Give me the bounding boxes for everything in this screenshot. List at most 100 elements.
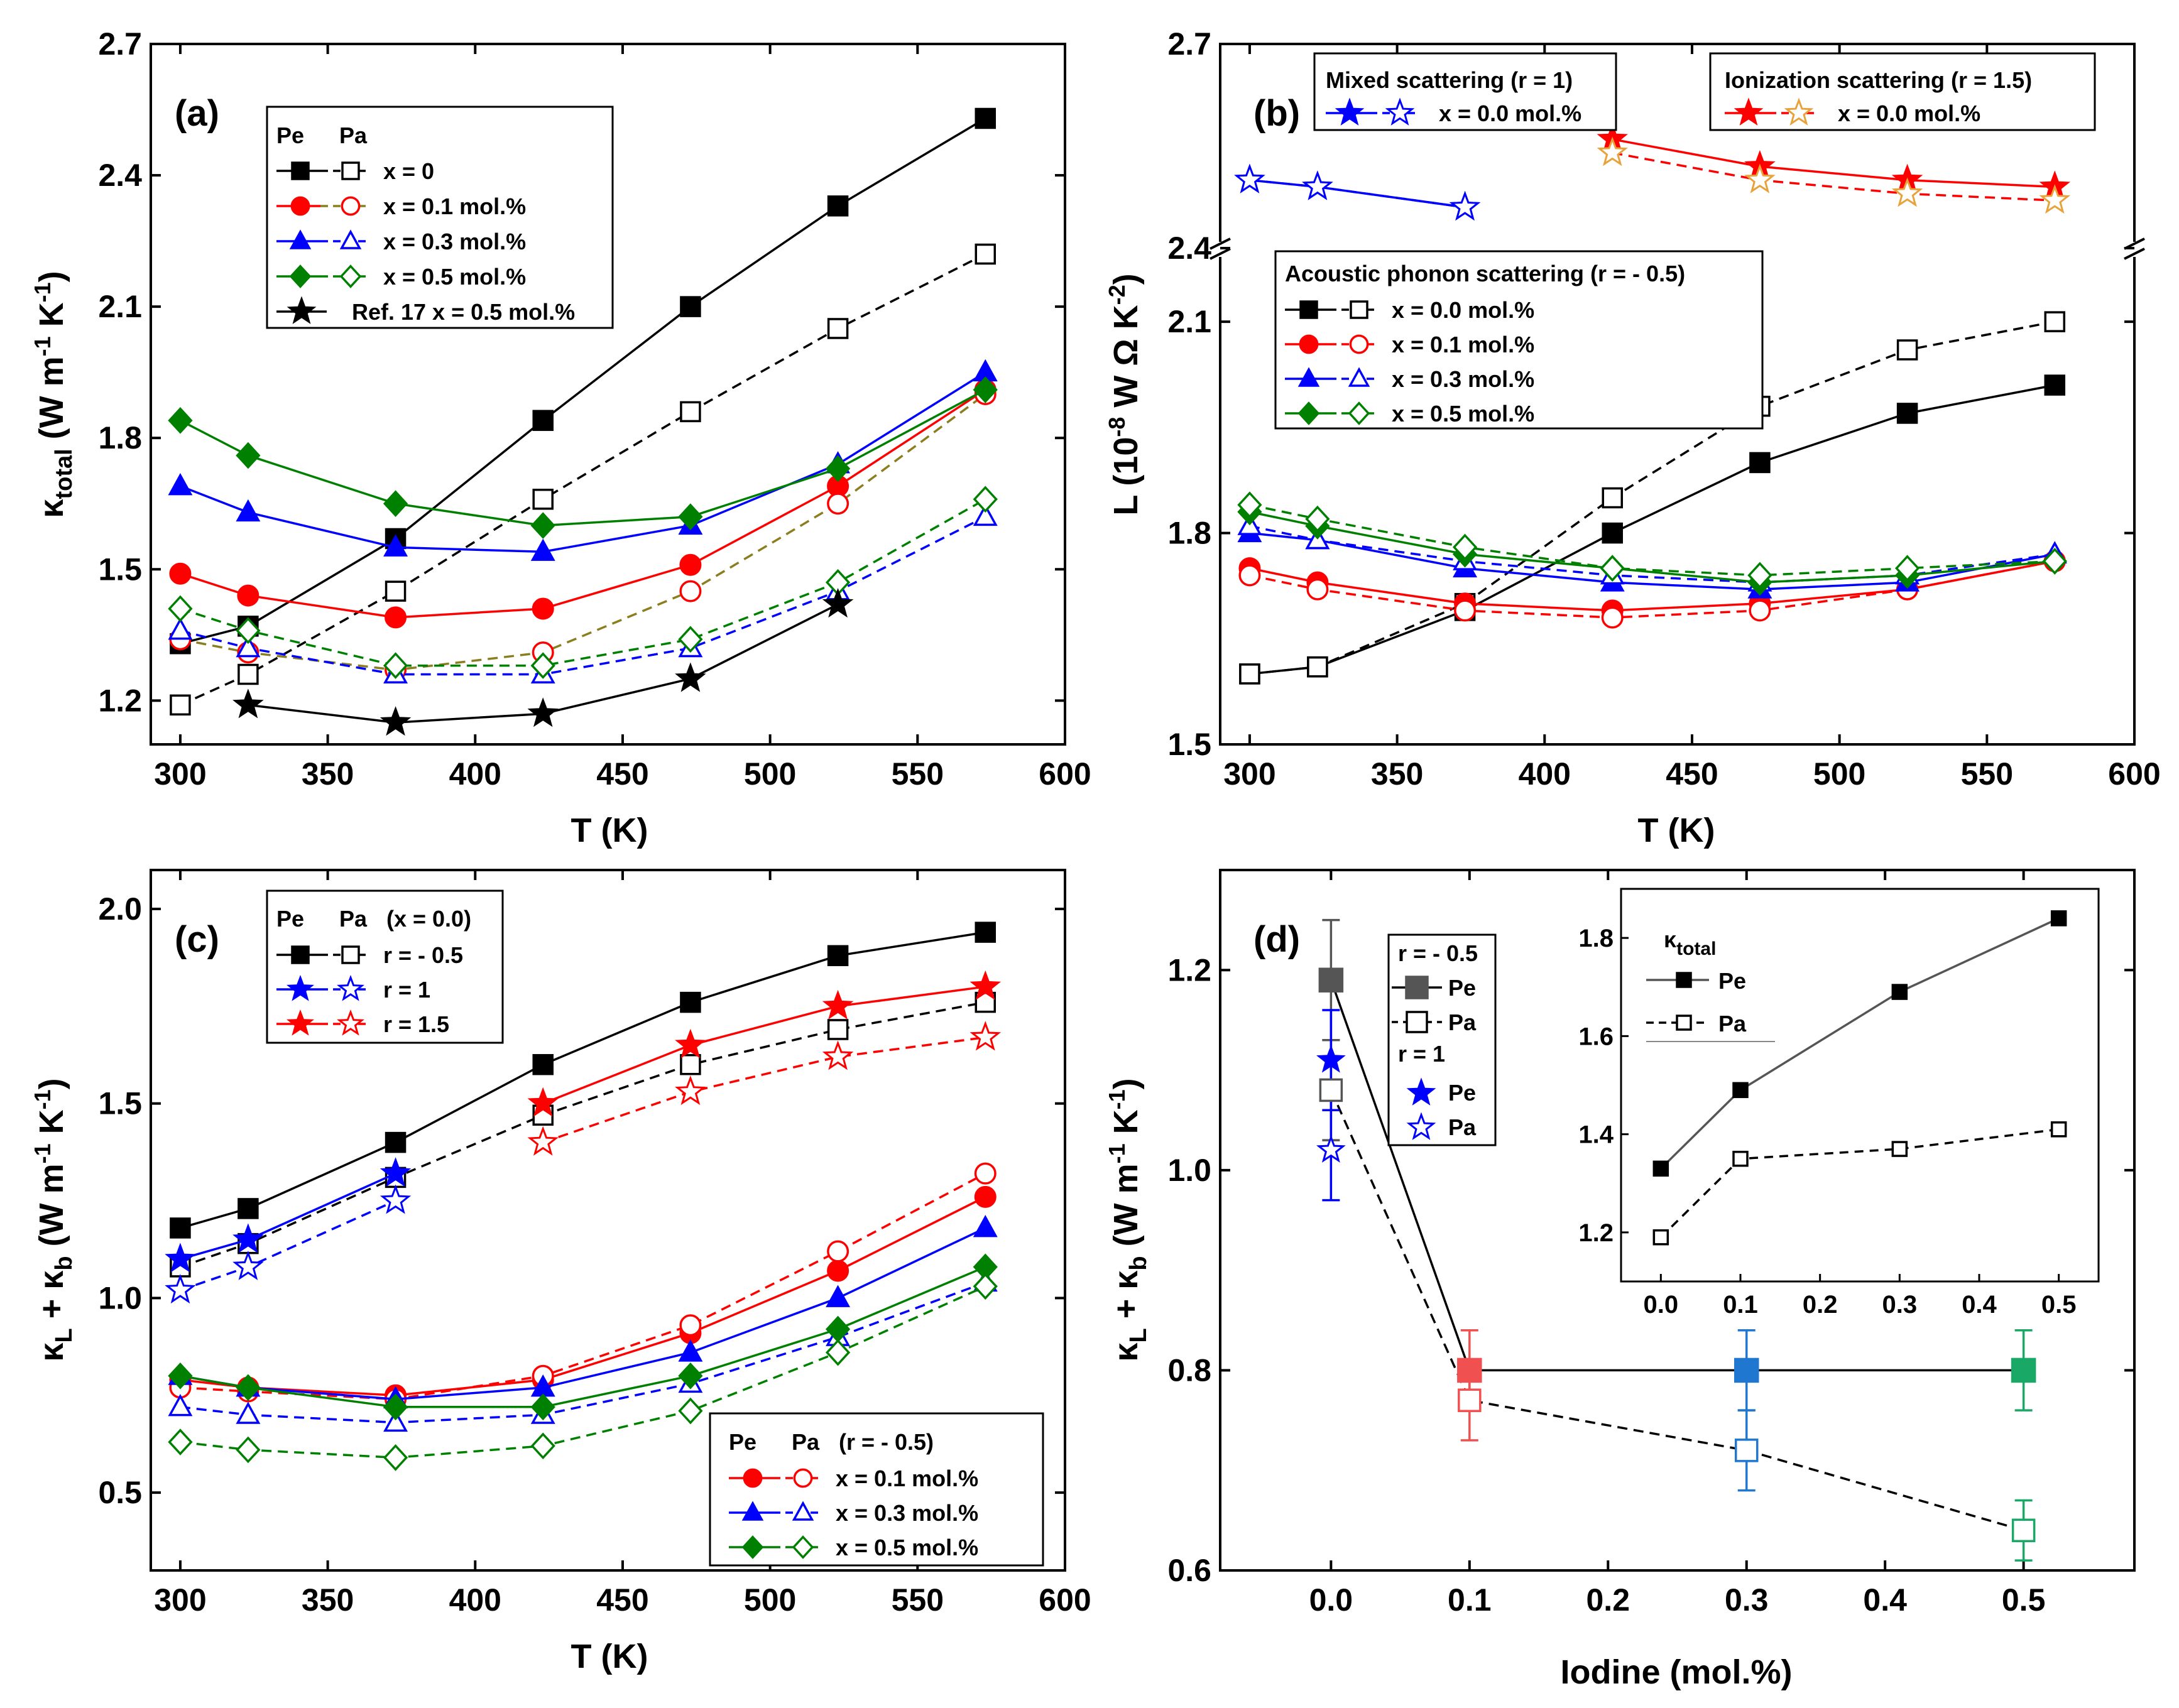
label-part: L (10 (1107, 437, 1145, 516)
label-part: ) (33, 271, 70, 282)
series-line (180, 393, 986, 672)
inset-legend-label: Pa (1718, 1011, 1747, 1036)
data-point (1602, 487, 1623, 509)
x-axis-title: Iodine (mol.%) (1561, 1653, 1793, 1691)
data-point (825, 1339, 851, 1366)
data-point (170, 694, 191, 716)
legend-marker (1350, 300, 1368, 319)
x-tick-label: 600 (1039, 756, 1091, 791)
series-line (1330, 979, 2024, 1372)
y-tick-label: 2.7 (1167, 26, 1211, 62)
data-point (827, 945, 849, 967)
axes-frame (150, 869, 1066, 1572)
data-point (527, 1126, 559, 1156)
data-point (2042, 548, 2067, 575)
data-point (168, 1362, 193, 1390)
data-point (973, 486, 998, 513)
series-line (1612, 151, 2055, 202)
legend-title: Ionization scattering (r = 1.5) (1725, 67, 2032, 93)
data-point (383, 1409, 408, 1432)
legend-marker (337, 1009, 364, 1036)
legend-label: Pa (1448, 1009, 1477, 1035)
label-part: + (33, 1290, 70, 1329)
data-point (238, 663, 259, 685)
panel-a: 300 350 400 450 500 550 600 1.2 1.5 1.8 2.1 2.4 2.7 (… (30, 26, 1091, 849)
y-tick-label: 1.2 (98, 683, 142, 718)
data-point (974, 1185, 997, 1208)
data-point (1316, 1045, 1346, 1073)
axes-frame (1219, 43, 2136, 746)
legend-a: Pe Pa x = 0 x = 0.1 mol.% x = 0.3 mol.% x = 0… (266, 106, 614, 329)
inset-point (2050, 1121, 2067, 1138)
data-point (973, 1273, 998, 1300)
legend-label: x = 0.3 mol.% (1392, 366, 1534, 392)
y-tick-label: 2.4 (98, 158, 142, 193)
data-point (675, 1028, 706, 1058)
inset-series-line (1660, 1128, 2059, 1238)
x-tick-label: 350 (302, 1582, 354, 1618)
data-point (380, 1157, 412, 1187)
legend-label: r = 1.5 (383, 1011, 449, 1037)
legend-mixed: Mixed scattering (r = 1) x = 0.0 mol.% (1313, 52, 1617, 131)
data-point (679, 553, 702, 576)
legend-marker (341, 945, 360, 964)
data-point (1302, 170, 1333, 200)
x-tick-label: 600 (2108, 756, 2160, 791)
data-point (1894, 555, 1920, 582)
x-tick-label: 500 (1813, 756, 1865, 791)
label-part: ) (1107, 1078, 1145, 1089)
x-tick-label: 0.5 (2002, 1582, 2046, 1618)
data-point (530, 1393, 555, 1421)
x-tick-label: 550 (892, 1582, 944, 1618)
legend-marker (1348, 367, 1370, 387)
legend-marker (290, 196, 310, 216)
data-point (1734, 1357, 1759, 1383)
legend-marker (1784, 97, 1814, 126)
inset-background (1621, 889, 2099, 1281)
legend-label: Pe (1448, 975, 1476, 1001)
inset-point (1732, 1150, 1749, 1167)
inset-x-tick-label: 0.4 (1962, 1291, 1997, 1319)
legend-marker (792, 1535, 814, 1559)
x-tick-label: 300 (154, 756, 206, 791)
data-point (532, 489, 554, 510)
legend-label: x = 0.1 mol.% (836, 1466, 978, 1491)
y-tick-label: 1.5 (98, 1086, 142, 1121)
inset-y-tick-label: 1.4 (1578, 1121, 1614, 1149)
data-point (1449, 190, 1481, 221)
series-line (1612, 138, 2055, 188)
data-point (238, 1198, 259, 1219)
data-point (236, 499, 261, 522)
data-point (383, 1444, 408, 1471)
legend-marker (339, 264, 362, 288)
legend-box (1313, 52, 1617, 131)
data-point (1601, 606, 1624, 629)
legend-header: (x = 0.0) (386, 906, 471, 932)
y-tick-label: 0.8 (1167, 1352, 1211, 1388)
legend-marker (289, 229, 312, 249)
legend-marker (291, 945, 310, 964)
inset-legend-label: Pe (1718, 968, 1746, 994)
data-point (385, 1131, 407, 1153)
legend-marker (1406, 1077, 1436, 1106)
label-part: -1 (1104, 1143, 1130, 1163)
y-axis-title: L (10-8 W Ω K-2) (1104, 273, 1145, 515)
legend-label: r = - 0.5 (383, 942, 463, 968)
data-point (827, 1259, 849, 1282)
label-part: W Ω K (1107, 305, 1145, 416)
data-point (1318, 967, 1344, 993)
inset-point (1732, 1082, 1749, 1099)
data-point (385, 606, 407, 629)
label-part: -1 (30, 1089, 55, 1109)
data-point (678, 1339, 703, 1362)
panel-c: 300 350 400 450 500 550 600 0.5 1.0 1.5 2.0 (c) T (K… (30, 869, 1091, 1675)
label-part: -1 (1104, 1089, 1130, 1109)
inset-y-tick-label: 1.6 (1578, 1023, 1614, 1050)
inset-series-line (1660, 917, 2060, 1170)
series-line (180, 371, 986, 553)
legend-label: Pa (1448, 1114, 1477, 1140)
inset-frame (1620, 888, 2100, 1283)
axis-break-mark (1210, 247, 1231, 260)
label-part: total (51, 449, 77, 499)
